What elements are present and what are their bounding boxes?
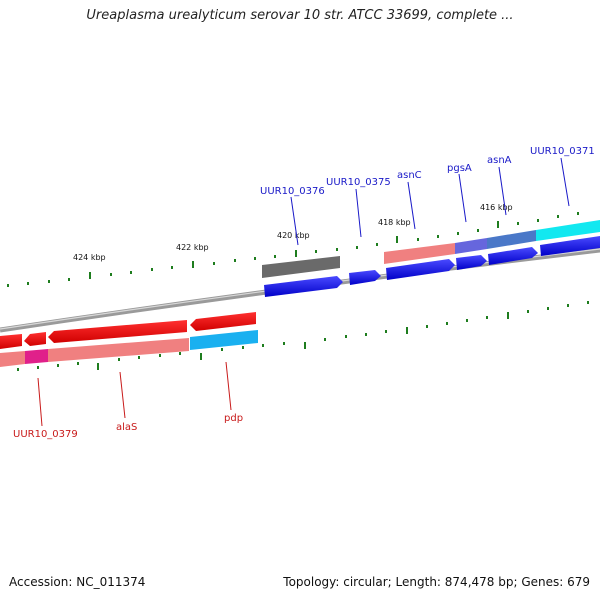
scale-lower (17, 301, 589, 371)
scale-upper (7, 212, 579, 287)
gene-arrow-forward[interactable] (386, 259, 455, 280)
gene-arrow-reverse[interactable] (190, 312, 256, 331)
tick-label: 422 kbp (176, 243, 209, 252)
leader-lines-top (290, 157, 570, 246)
gene-arrow-forward[interactable] (456, 255, 487, 270)
feature-band-skyblue[interactable] (190, 330, 258, 350)
leader-lines-bottom (37, 361, 232, 427)
gene-label[interactable]: asnA (487, 155, 512, 166)
gene-arrow-forward[interactable] (264, 276, 343, 297)
tick-label: 418 kbp (378, 218, 411, 227)
tick-label: 416 kbp (480, 203, 513, 212)
gene-label[interactable]: UUR10_0379 (13, 429, 78, 440)
gene-label[interactable]: UUR10_0375 (326, 177, 391, 188)
feature-band-cyan[interactable] (536, 220, 600, 241)
gene-label[interactable]: pgsA (447, 163, 472, 174)
tick-label: 424 kbp (73, 253, 106, 262)
gene-arrow-reverse[interactable] (48, 320, 187, 343)
accession-label: Accession: NC_011374 (9, 575, 146, 589)
gene-label[interactable]: pdp (224, 413, 243, 424)
feature-band-pink[interactable] (384, 243, 455, 264)
gene-arrow-forward[interactable] (540, 236, 600, 256)
genome-summary: Topology: circular; Length: 874,478 bp; … (283, 575, 590, 589)
tick-label: 420 kbp (277, 231, 310, 240)
map-title: Ureaplasma urealyticum serovar 10 str. A… (86, 8, 514, 23)
gene-label[interactable]: asnC (397, 170, 422, 181)
gene-label[interactable]: UUR10_0376 (260, 186, 325, 197)
feature-band-purple[interactable] (455, 238, 487, 254)
feature-band-salmon[interactable] (48, 338, 189, 362)
gene-arrow-forward[interactable] (488, 247, 538, 265)
feature-band-pink-lower[interactable] (0, 351, 25, 367)
gene-label[interactable]: alaS (116, 422, 137, 433)
feature-band-magenta[interactable] (25, 349, 48, 364)
gene-arrow-forward[interactable] (349, 270, 381, 285)
gene-arrow-reverse[interactable] (24, 332, 46, 346)
gene-label[interactable]: UUR10_0371 (530, 146, 595, 157)
feature-band-gray[interactable] (262, 256, 340, 278)
feature-band-steel[interactable] (487, 230, 536, 249)
gene-arrow-reverse[interactable] (0, 334, 22, 349)
